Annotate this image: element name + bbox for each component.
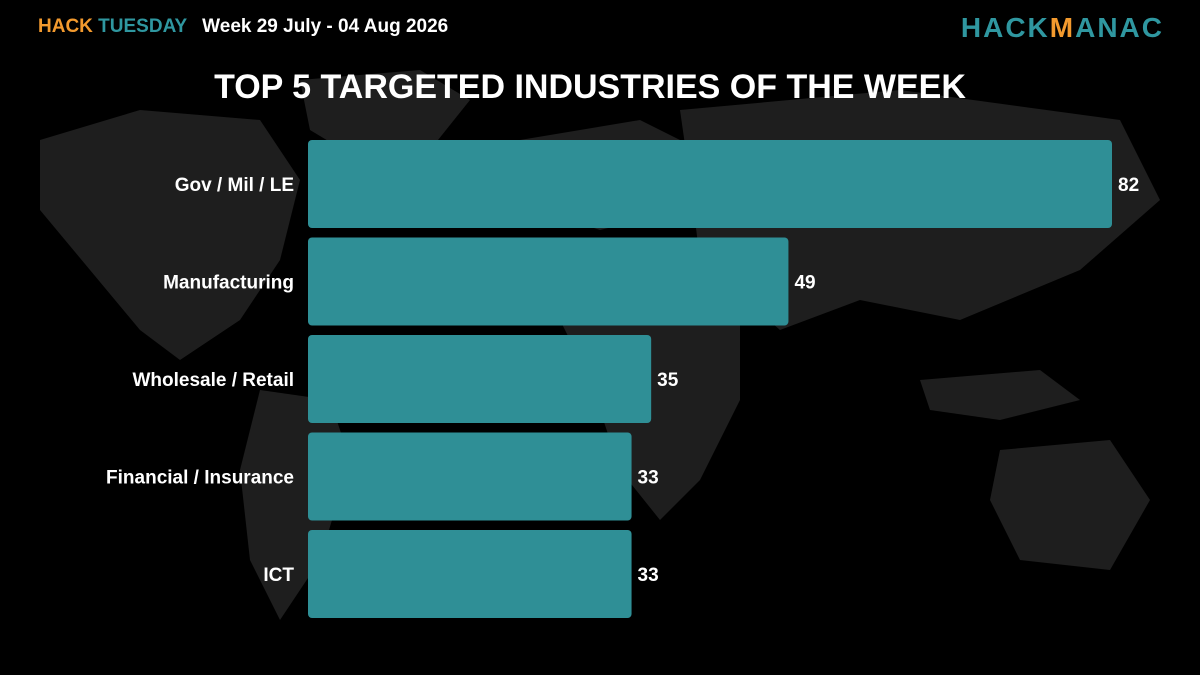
week-range-label: Week 29 July - 04 Aug 2026 xyxy=(202,16,449,37)
category-label-2: Wholesale / Retail xyxy=(132,370,294,391)
north-america-shape xyxy=(40,110,300,360)
value-label-3: 33 xyxy=(638,468,659,489)
brand-hack-label: HACK xyxy=(38,16,93,37)
value-label-4: 33 xyxy=(638,565,659,586)
logo-text-part1: HACK xyxy=(960,12,1050,43)
value-label-1: 49 xyxy=(794,273,815,294)
bar-1 xyxy=(308,237,789,326)
bar-3 xyxy=(308,432,632,521)
value-label-0: 82 xyxy=(1118,175,1139,196)
value-label-2: 35 xyxy=(657,370,679,391)
hack-tuesday-header: HACK TUESDAY Week 29 July - 04 Aug 2026 xyxy=(38,16,448,38)
bar-0 xyxy=(308,140,1112,228)
logo-text-part2: M xyxy=(1049,12,1076,43)
bar-4 xyxy=(308,530,632,618)
category-label-3: Financial / Insurance xyxy=(106,468,294,489)
hackmanac-logo: HACKMANAC xyxy=(961,12,1164,44)
category-label-0: Gov / Mil / LE xyxy=(175,175,294,196)
indonesia-shape xyxy=(920,370,1080,420)
brand-tuesday-label: TUESDAY xyxy=(98,16,187,37)
logo-text-part3: ANAC xyxy=(1075,12,1164,43)
category-label-1: Manufacturing xyxy=(163,273,294,294)
category-label-4: ICT xyxy=(263,565,294,586)
australia-shape xyxy=(990,440,1150,570)
bar-2 xyxy=(308,335,652,423)
greenland-shape xyxy=(300,70,470,160)
chart-title: TOP 5 TARGETED INDUSTRIES OF THE WEEK xyxy=(214,68,966,106)
